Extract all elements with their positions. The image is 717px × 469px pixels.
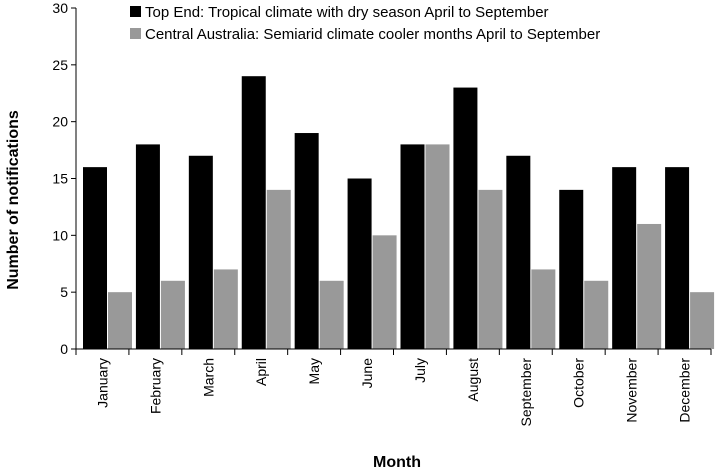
bar-top-end-march — [188, 155, 213, 349]
x-tick-label: June — [359, 358, 375, 389]
x-tick-label: November — [624, 358, 640, 423]
legend-label: Central Australia: Semiarid climate cool… — [145, 26, 600, 43]
bar-central-australia-july — [425, 144, 450, 349]
bar-central-australia-february — [160, 280, 185, 349]
x-tick-label: October — [571, 358, 587, 408]
x-tick-label: December — [677, 358, 693, 423]
bar-top-end-january — [83, 167, 107, 349]
legend-label: Top End: Tropical climate with dry seaso… — [145, 4, 549, 21]
bar-top-end-april — [241, 76, 266, 349]
x-tick-label: May — [306, 358, 322, 384]
y-axis-title: Number of notifications — [5, 110, 22, 290]
bar-top-end-may — [294, 133, 319, 349]
bar-central-australia-august — [478, 189, 503, 349]
bars — [83, 76, 715, 350]
bar-central-australia-april — [266, 189, 291, 349]
y-tick-label: 25 — [52, 57, 68, 73]
y-tick-label: 30 — [52, 0, 68, 16]
bar-central-australia-may — [319, 280, 344, 349]
bar-top-end-june — [347, 178, 372, 349]
x-tick-label: January — [94, 358, 110, 408]
x-tick-label: September — [518, 358, 534, 427]
x-axis-title: Month — [373, 454, 421, 469]
bar-top-end-december — [665, 167, 690, 349]
bar-central-australia-november — [637, 223, 662, 349]
y-tick-label: 0 — [60, 341, 68, 357]
x-tick-label: March — [200, 358, 216, 397]
x-tick-label: July — [412, 358, 428, 383]
bar-top-end-february — [135, 144, 160, 349]
bar-central-australia-october — [584, 280, 609, 349]
x-tick-label: April — [253, 358, 269, 386]
y-tick-label: 15 — [52, 171, 68, 187]
y-tick-label: 10 — [52, 227, 68, 243]
axes: 0 5 10 15 20 25 30 January February March April May… — [52, 0, 712, 427]
legend: Top End: Tropical climate with dry seaso… — [130, 4, 600, 43]
bar-top-end-august — [453, 87, 478, 350]
bar-top-end-july — [400, 144, 425, 349]
bar-top-end-november — [612, 167, 637, 349]
y-tick-label: 5 — [60, 284, 68, 300]
bar-central-australia-march — [213, 269, 238, 349]
legend-swatch — [130, 6, 141, 17]
y-tick-label: 20 — [52, 114, 68, 130]
bar-central-australia-june — [372, 235, 397, 349]
bar-top-end-october — [559, 189, 584, 349]
bar-top-end-september — [506, 155, 531, 349]
bar-central-australia-december — [690, 292, 715, 349]
legend-swatch — [130, 28, 141, 39]
bar-central-australia-september — [531, 269, 556, 349]
bar-central-australia-january — [108, 292, 132, 349]
x-tick-label: August — [465, 358, 481, 402]
x-tick-label: February — [147, 358, 163, 414]
